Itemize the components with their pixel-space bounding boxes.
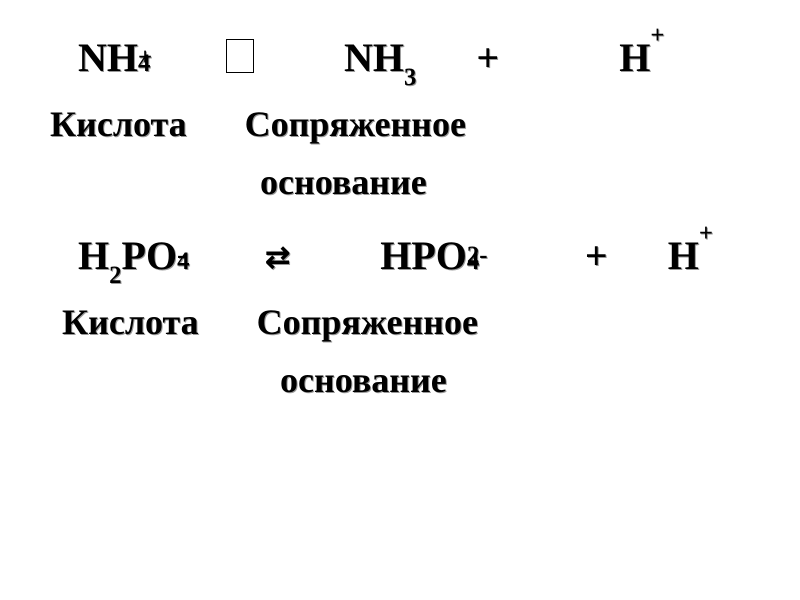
eq2-lhs: H2PO4- xyxy=(78,233,215,278)
equilibrium-arrow-icon: ⇄ xyxy=(265,243,290,273)
eq1-rhs1: NH3 xyxy=(344,35,426,80)
eq2-rhs1: HPO42- xyxy=(380,233,505,278)
eq1-lhs: NH4+ xyxy=(78,35,176,80)
labels-base-row-2: основание xyxy=(50,362,750,398)
equation-2: H2PO4- ⇄ HPO42- + H+ xyxy=(50,236,750,276)
label-conjugate-2: Сопряженное xyxy=(257,302,478,342)
labels-row-2: Кислота Сопряженное xyxy=(50,304,750,340)
eq2-rhs2: H+ xyxy=(668,233,713,278)
label-acid-1: Кислота xyxy=(50,104,187,144)
eq1-rhs2: H+ xyxy=(619,35,664,80)
label-base-2: основание xyxy=(280,360,447,400)
eq1-arrow-glyph xyxy=(226,39,254,73)
chemistry-slide: NH4+ NH3 + H+ Кислота Сопряженное основа… xyxy=(0,0,800,600)
labels-base-row-1: основание xyxy=(50,164,750,200)
label-conjugate-1: Сопряженное xyxy=(245,104,466,144)
labels-row-1: Кислота Сопряженное xyxy=(50,106,750,142)
label-acid-2: Кислота xyxy=(62,302,199,342)
equation-1: NH4+ NH3 + H+ xyxy=(50,38,750,78)
eq1-plus: + xyxy=(476,35,499,80)
eq2-plus: + xyxy=(585,233,608,278)
label-base-1: основание xyxy=(260,162,427,202)
